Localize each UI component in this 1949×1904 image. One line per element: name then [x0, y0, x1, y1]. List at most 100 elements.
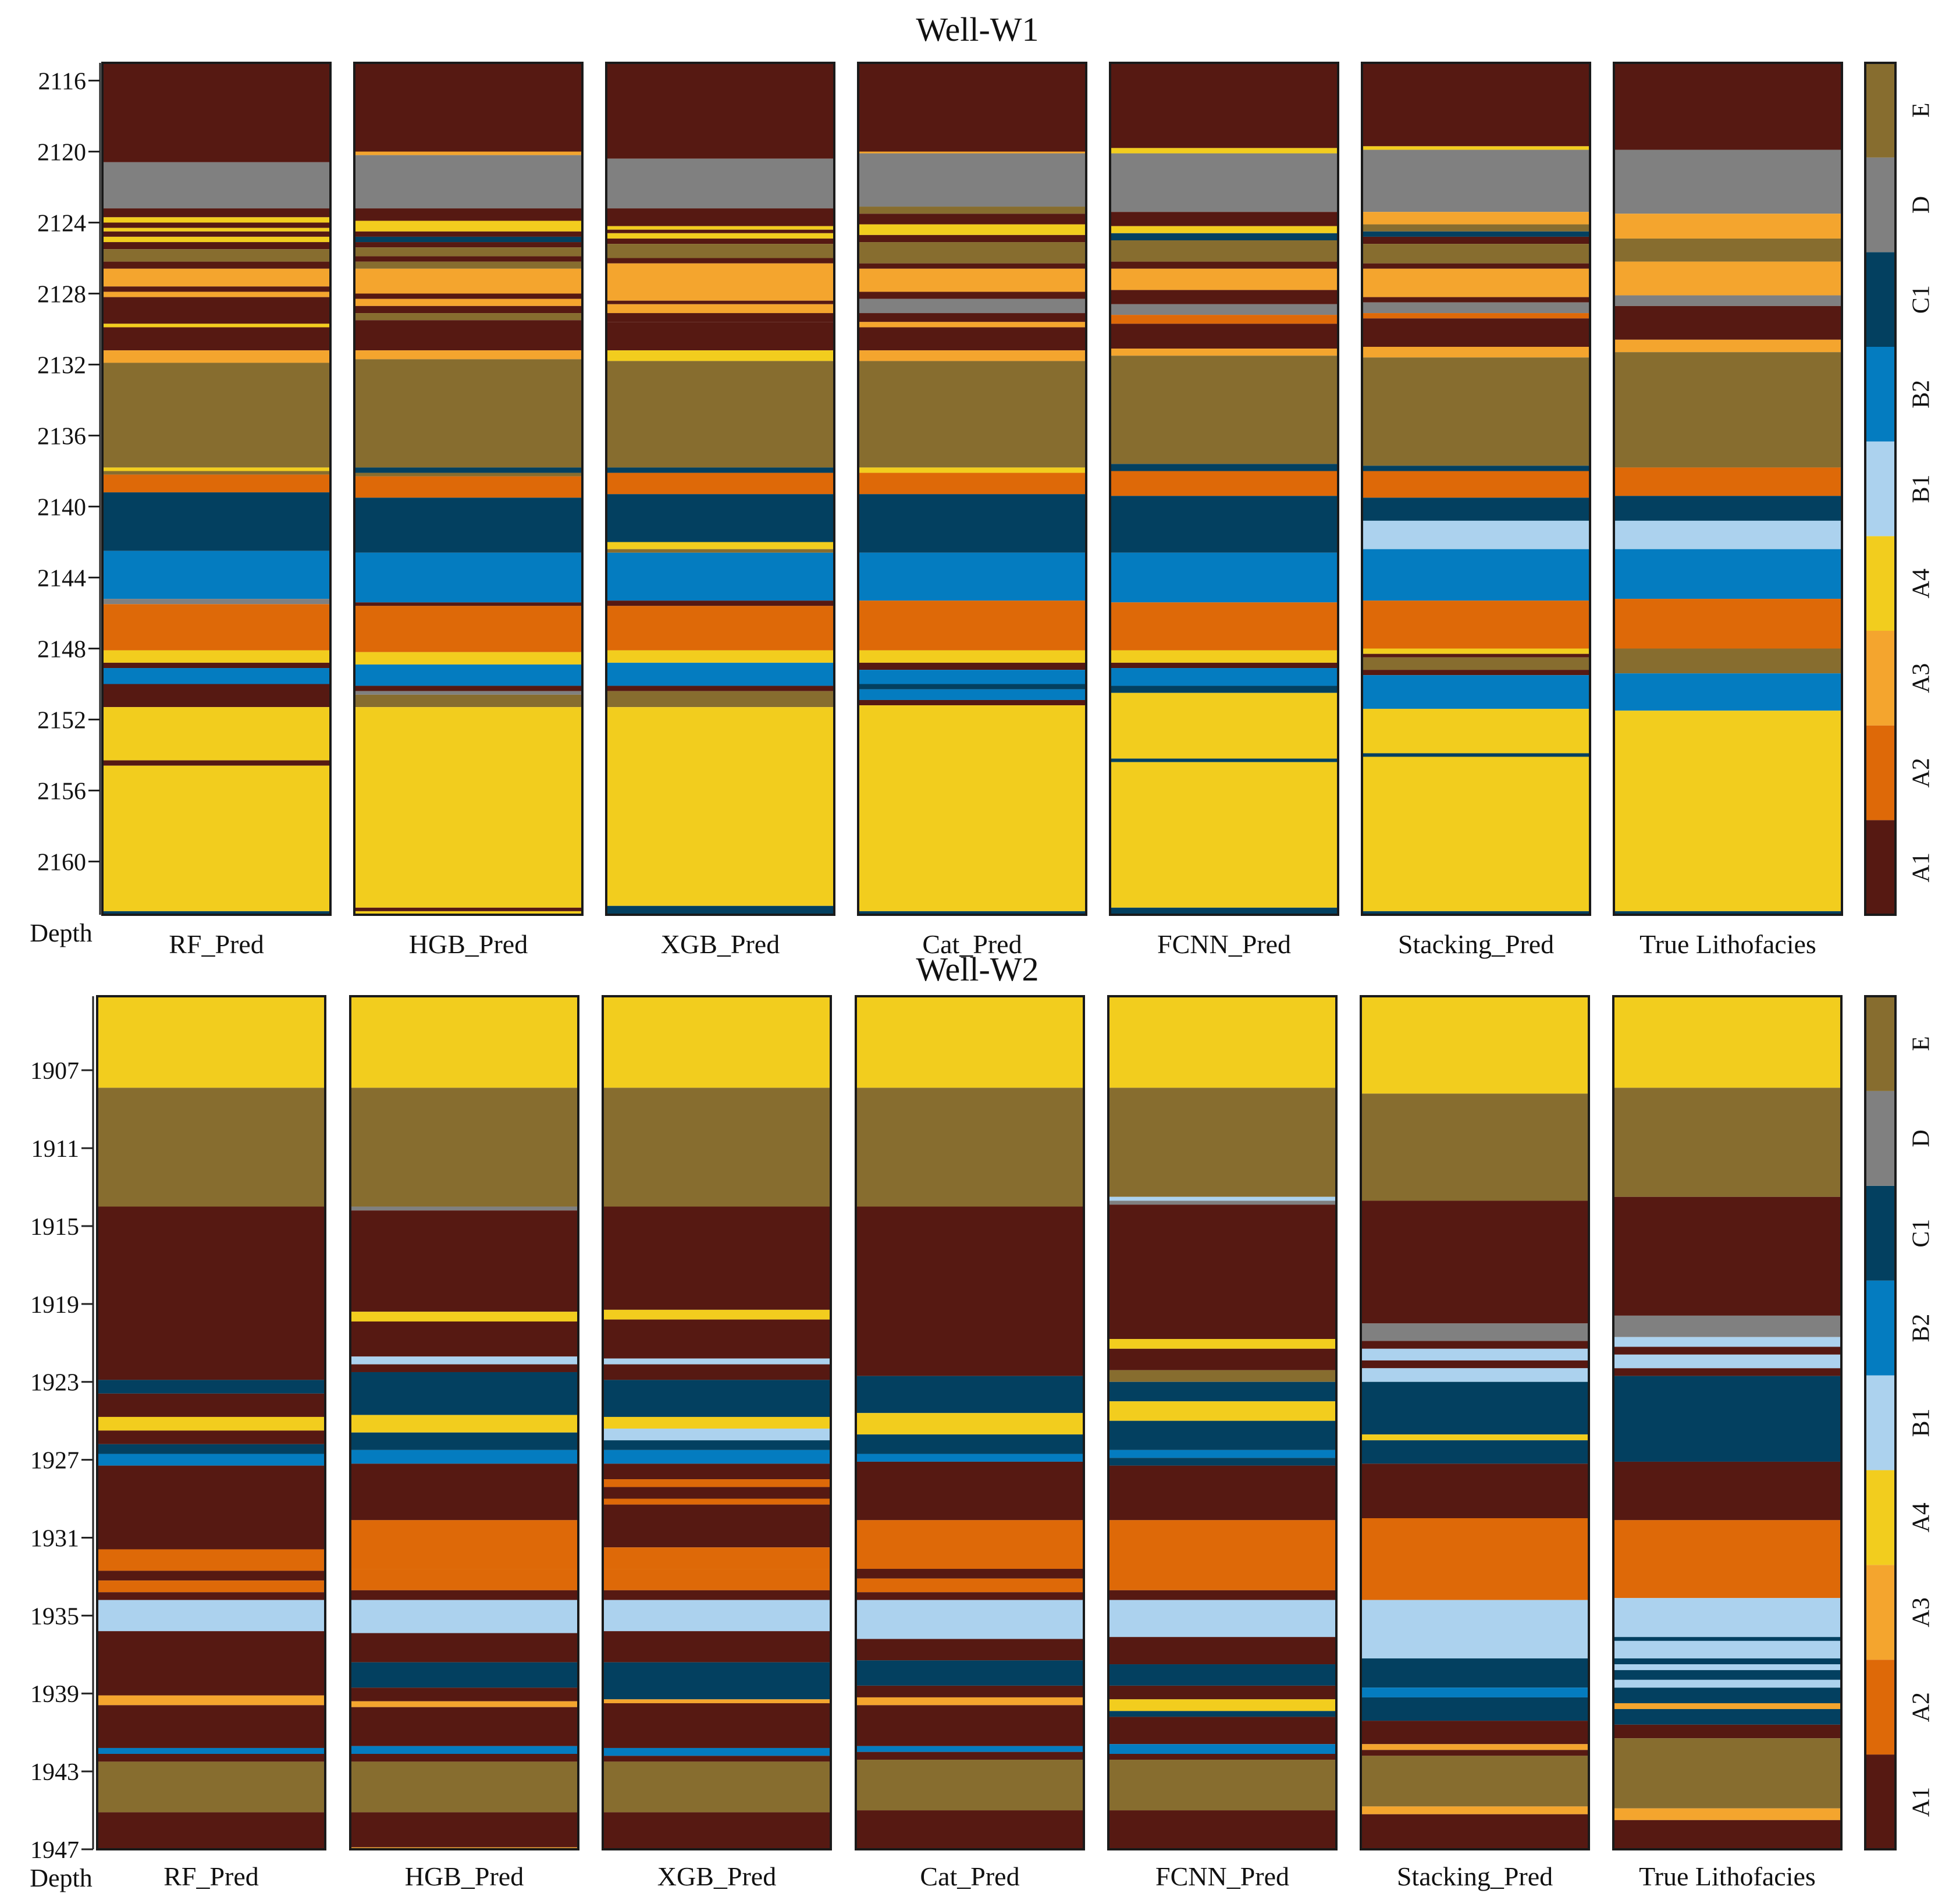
legend-swatch-A4 [1865, 1470, 1895, 1565]
well2-depth-tick-label: 1939 [30, 1681, 79, 1708]
facies-interval-A3 [1361, 1806, 1589, 1814]
facies-interval-A1 [350, 1754, 578, 1762]
facies-interval-E [606, 549, 834, 553]
well2-track-frame [855, 995, 1085, 1850]
facies-interval-B1 [1108, 1196, 1336, 1201]
facies-interval-A2 [1110, 602, 1338, 651]
facies-interval-C1 [1110, 496, 1338, 553]
facies-interval-A1 [1361, 1360, 1589, 1369]
facies-interval-A4 [1110, 762, 1338, 908]
facies-interval-B1 [1613, 1354, 1841, 1369]
facies-interval-B2 [606, 552, 834, 601]
well1-track-6: Stacking_Pred [1361, 62, 1591, 959]
facies-interval-A4 [1362, 756, 1590, 911]
well2-depth-tick-label: 1919 [30, 1292, 79, 1319]
facies-interval-A4 [1613, 996, 1841, 1088]
facies-interval-A4 [102, 217, 330, 223]
facies-interval-B1 [1361, 1348, 1589, 1360]
facies-interval-C1 [1613, 1709, 1841, 1725]
facies-interval-D [102, 162, 330, 209]
facies-interval-C1 [97, 1444, 325, 1454]
facies-interval-A3 [102, 350, 330, 363]
facies-interval-C1 [1361, 1697, 1589, 1721]
facies-interval-B2 [1361, 1688, 1589, 1697]
legend-label-A2: A2 [1908, 1692, 1935, 1722]
legend-swatch-E [1865, 996, 1895, 1091]
facies-interval-B2 [858, 552, 1086, 601]
facies-interval-E [603, 1088, 831, 1207]
facies-interval-A1 [856, 1569, 1084, 1579]
facies-interval-A4 [1110, 148, 1338, 154]
facies-interval-B2 [1362, 675, 1590, 709]
facies-interval-A3 [606, 293, 834, 301]
well2-track-3: XGB_Pred [602, 995, 832, 1891]
facies-interval-A4 [354, 911, 582, 915]
facies-interval-D [1613, 1315, 1841, 1337]
facies-interval-C1 [97, 1380, 325, 1394]
facies-interval-A2 [1110, 315, 1338, 324]
facies-interval-A1 [1108, 1754, 1336, 1760]
facies-interval-E [858, 242, 1086, 264]
facies-interval-A1 [1110, 324, 1338, 349]
facies-interval-C1 [102, 492, 330, 551]
facies-interval-B1 [1613, 1337, 1841, 1347]
legend-swatch-A1 [1865, 820, 1895, 915]
well1-track-label: True Lithofacies [1639, 929, 1816, 959]
facies-interval-A1 [1110, 261, 1338, 269]
facies-interval-A4 [606, 650, 834, 663]
facies-interval-A2 [1613, 1520, 1841, 1598]
facies-interval-A3 [1614, 339, 1842, 353]
legend-label-A4: A4 [1908, 1502, 1935, 1532]
facies-interval-A2 [603, 1547, 831, 1569]
facies-interval-D [606, 158, 834, 209]
facies-interval-A1 [603, 1812, 831, 1849]
facies-interval-A1 [1613, 1724, 1841, 1739]
facies-interval-A4 [1110, 692, 1338, 759]
facies-interval-A1 [1361, 1200, 1589, 1324]
facies-interval-A1 [858, 699, 1086, 706]
facies-interval-A1 [858, 662, 1086, 670]
well1-depth-tick-label: 2144 [37, 566, 86, 592]
legend-label-E: E [1908, 103, 1935, 118]
facies-interval-A1 [1613, 1820, 1841, 1849]
facies-interval-A4 [354, 707, 582, 908]
facies-interval-B1 [350, 1600, 578, 1633]
facies-interval-C1 [1361, 1381, 1589, 1435]
facies-interval-E [1614, 238, 1842, 262]
facies-interval-E [606, 244, 834, 258]
facies-interval-A3 [858, 268, 1086, 292]
facies-interval-A2 [350, 1569, 578, 1590]
facies-interval-B1 [1613, 1664, 1841, 1671]
facies-interval-A1 [97, 1393, 325, 1417]
facies-interval-B2 [1614, 549, 1842, 599]
facies-interval-A1 [606, 601, 834, 606]
facies-interval-A1 [102, 242, 330, 250]
facies-interval-A4 [350, 996, 578, 1088]
facies-interval-A1 [350, 1707, 578, 1746]
facies-interval-C1 [1362, 911, 1590, 915]
legend-label-A4: A4 [1908, 569, 1935, 598]
facies-interval-A4 [1361, 1434, 1589, 1441]
facies-interval-E [354, 694, 582, 708]
facies-interval-A1 [97, 1571, 325, 1581]
facies-interval-A4 [606, 233, 834, 239]
facies-interval-A2 [856, 1578, 1084, 1593]
facies-interval-C1 [102, 911, 330, 915]
facies-interval-A1 [97, 1430, 325, 1444]
facies-interval-A1 [97, 1592, 325, 1600]
facies-interval-C1 [1108, 1664, 1336, 1686]
facies-interval-A2 [606, 473, 834, 495]
facies-interval-D [350, 1206, 578, 1211]
facies-interval-A1 [603, 1703, 831, 1748]
legend-swatch-B2 [1865, 1280, 1895, 1376]
facies-interval-C1 [1108, 1381, 1336, 1402]
well2-depth-tick-label: 1923 [30, 1370, 79, 1397]
legend-swatch-A3 [1865, 631, 1895, 726]
facies-interval-B1 [350, 1356, 578, 1365]
well2-track-6: Stacking_Pred [1360, 995, 1590, 1891]
facies-interval-C1 [1613, 1670, 1841, 1680]
facies-interval-A2 [603, 1498, 831, 1505]
facies-interval-A1 [606, 685, 834, 691]
facies-interval-A4 [102, 324, 330, 328]
facies-interval-A4 [1108, 1699, 1336, 1711]
